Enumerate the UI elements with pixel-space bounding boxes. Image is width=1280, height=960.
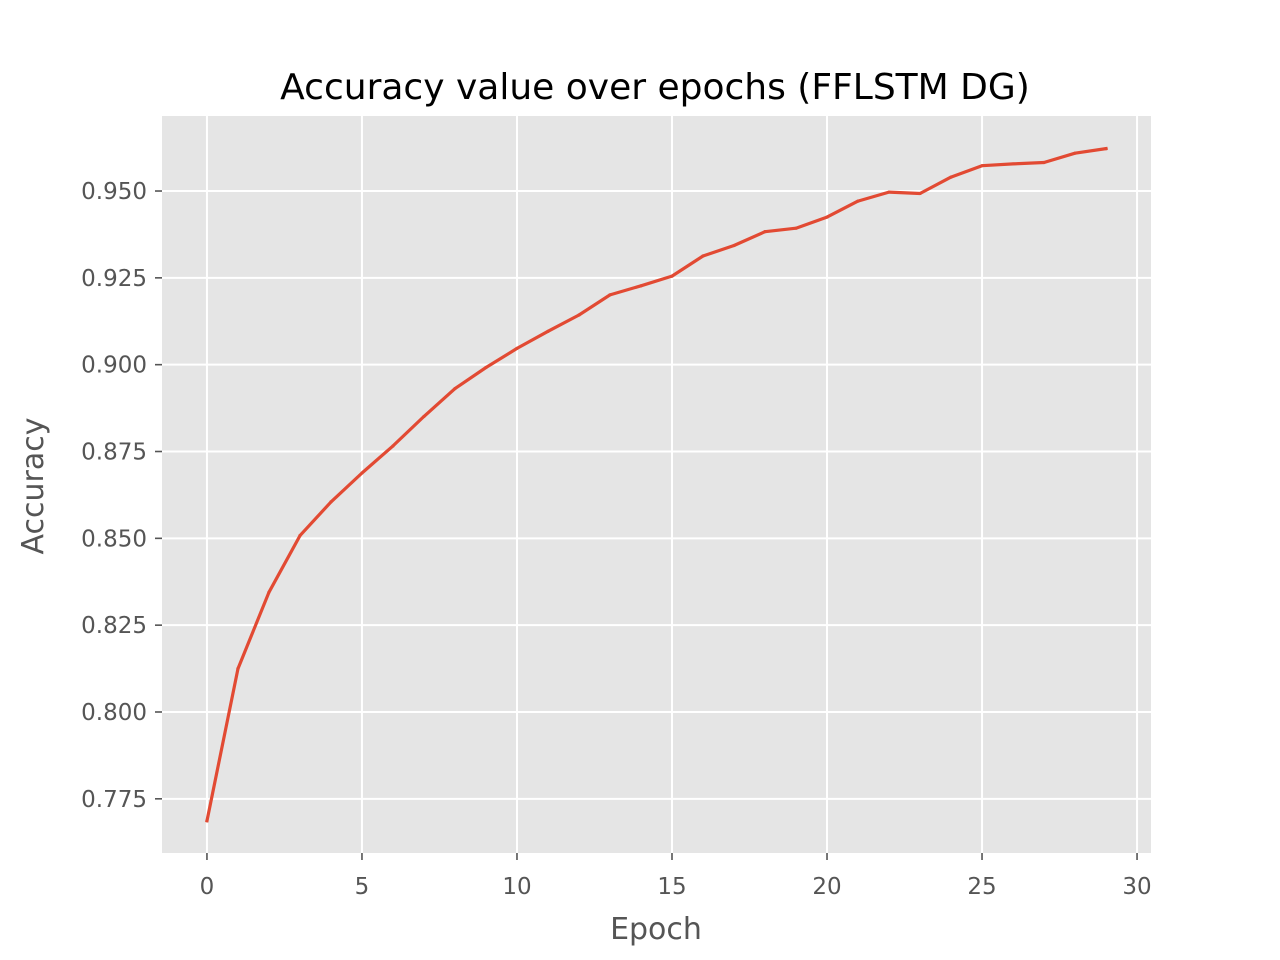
y-tick-label: 0.825 (81, 613, 147, 639)
y-tick-label: 0.875 (81, 440, 147, 466)
data-point (1042, 160, 1046, 165)
data-point (205, 819, 209, 823)
data-point (515, 346, 519, 350)
data-point (794, 226, 798, 230)
data-point (1104, 147, 1108, 151)
y-tick-label: 0.850 (81, 526, 147, 552)
data-point (453, 387, 457, 391)
y-tick-label: 0.925 (81, 266, 147, 292)
chart-title: Accuracy value over epochs (FFLSTM DG) (280, 67, 1030, 108)
data-point (236, 666, 240, 671)
data-point (980, 164, 984, 168)
data-point (763, 230, 767, 234)
data-point (1073, 151, 1077, 155)
data-point (360, 471, 364, 475)
data-point (267, 590, 271, 594)
data-point (701, 254, 705, 258)
x-tick-label: 10 (502, 874, 531, 900)
x-tick-label: 5 (355, 874, 370, 900)
x-tick-label: 30 (1122, 874, 1151, 900)
data-point (391, 444, 395, 448)
data-point (825, 215, 829, 219)
y-tick-label: 0.800 (81, 700, 147, 726)
accuracy-series-line (205, 146, 1108, 823)
grid-lines (162, 116, 1151, 853)
data-point (918, 191, 922, 196)
data-point (546, 329, 550, 333)
data-point (639, 284, 643, 288)
axis-ticks: 0 5 10 15 20 25 30 0.775 0.800 0.825 0.850 0.875 0.9… (81, 179, 1152, 900)
y-axis-label: Accuracy (16, 418, 51, 555)
y-tick-label: 0.775 (81, 787, 147, 813)
y-tick-label: 0.900 (81, 353, 147, 379)
data-point (484, 365, 488, 370)
data-point (608, 293, 612, 297)
y-tick-label: 0.950 (81, 179, 147, 205)
x-axis-label: Epoch (610, 912, 702, 947)
data-point (577, 313, 581, 317)
x-tick-label: 25 (967, 874, 996, 900)
data-point (856, 199, 860, 203)
x-tick-label: 15 (657, 874, 686, 900)
x-tick-label: 0 (200, 874, 215, 900)
data-point (1011, 162, 1015, 166)
data-point (887, 190, 891, 194)
data-point (670, 274, 674, 278)
data-point (949, 175, 953, 179)
data-point (732, 243, 736, 248)
plot-area (162, 116, 1151, 853)
series-layer (205, 146, 1108, 823)
x-tick-label: 20 (812, 874, 841, 900)
data-point (298, 533, 302, 538)
data-point (422, 414, 426, 419)
data-point (329, 500, 333, 504)
